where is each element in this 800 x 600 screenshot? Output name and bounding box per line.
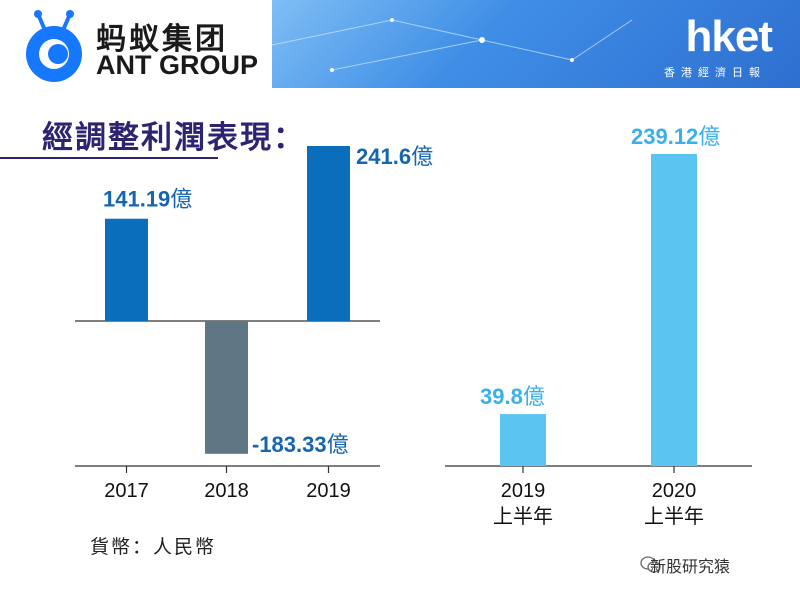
- data-label-halfyear-2020: 239.12億: [631, 124, 720, 150]
- hket-subtitle: 香港經濟日報: [664, 66, 766, 79]
- x-label-period-2020: 上半年: [644, 504, 704, 528]
- data-label-2018: -183.33億: [252, 432, 349, 458]
- x-label-2019: 2019: [306, 480, 351, 502]
- footer-source: 新股研究猿: [650, 557, 731, 576]
- data-label-halfyear-2019: 39.8億: [480, 384, 545, 410]
- bar-halfyear-2019: [500, 414, 546, 466]
- x-label-2018: 2018: [204, 480, 249, 502]
- hket-banner: hket 香港經濟日報: [272, 0, 800, 88]
- ant-group-logo: [12, 8, 272, 88]
- hket-logo: hket: [685, 12, 773, 61]
- data-label-2017: 141.19億: [103, 187, 192, 213]
- bar-2019: [307, 146, 350, 321]
- currency-note: 貨幣：人民幣: [90, 536, 217, 558]
- bar-halfyear-2020: [651, 154, 697, 466]
- logo-chinese-name: 蚂蚁集团: [96, 22, 228, 57]
- chart-title: 經調整利潤表現：: [42, 120, 306, 156]
- x-label-year-2020: 2020: [652, 480, 697, 502]
- logo-english-name: ANT GROUP: [96, 50, 258, 80]
- x-label-period-2019: 上半年: [493, 504, 553, 528]
- ant-logo-icon: [26, 10, 82, 82]
- wechat-icon: [640, 556, 661, 573]
- x-label-year-2019: 2019: [501, 480, 546, 502]
- header: 蚂蚁集团 ANT GROUP hket 香港經濟日報: [0, 0, 800, 90]
- bar-2017: [105, 218, 148, 321]
- data-label-2019: 241.6億: [356, 144, 433, 170]
- bar-2018: [205, 321, 248, 454]
- title-underline: [0, 157, 218, 159]
- network-lines-decoration: [272, 18, 633, 72]
- x-label-2017: 2017: [104, 480, 149, 502]
